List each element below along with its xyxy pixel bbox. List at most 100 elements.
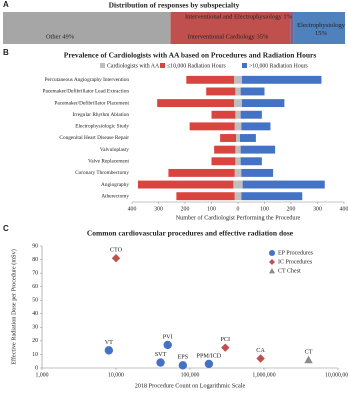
bar <box>176 192 235 201</box>
bar <box>168 168 235 177</box>
y-tick-label: 0 <box>35 365 38 371</box>
panel-label: C <box>3 224 9 233</box>
segment-label: Other 49% <box>46 33 75 40</box>
x-tick-label: 100 <box>207 206 216 212</box>
y-tick-label: 50 <box>32 298 38 304</box>
bar-segment <box>293 12 345 44</box>
bar <box>235 145 241 154</box>
y-axis-title: Effective Radiation Dose per Procedure (… <box>10 249 17 365</box>
bar <box>234 99 242 108</box>
bar <box>241 75 322 84</box>
point <box>156 358 165 367</box>
bar <box>220 134 237 142</box>
point <box>256 354 265 363</box>
legend-label: CT Chest <box>278 268 301 274</box>
segment-label: Interventional and Electrophysiology 1% <box>185 13 293 20</box>
category-label: Irregular Rhythm Ablation <box>73 112 130 118</box>
category-label: Coronary Thrombectomy <box>75 170 129 176</box>
point-label: PVI <box>163 333 173 340</box>
point-label: CA <box>256 347 265 354</box>
chart-title: Prevalence of Cardiologists with AA base… <box>64 51 317 60</box>
x-tick-label: 400 <box>340 206 348 212</box>
x-axis-title: Number of Cardiologist Performing the Pr… <box>176 214 301 221</box>
bar-segment <box>170 12 291 44</box>
bar <box>211 157 236 166</box>
category-label: Valve Replacement <box>88 158 130 164</box>
y-tick-label: 90 <box>32 243 38 249</box>
chart-title: Distribution of responses by subspecialt… <box>109 1 240 10</box>
y-tick-label: 70 <box>32 270 38 276</box>
category-label: Angiography <box>101 182 129 188</box>
bar <box>234 122 242 131</box>
bar <box>186 75 235 84</box>
segment-label: Interventional Cardiology 35% <box>188 33 269 40</box>
x-tick-label: 300 <box>313 206 322 212</box>
point <box>221 343 230 352</box>
legend-swatch <box>100 63 105 68</box>
bar <box>214 145 236 154</box>
point-label: EPS <box>177 354 188 361</box>
x-tick-label: 1,000,000 <box>252 372 275 378</box>
bar <box>236 134 240 142</box>
y-tick-label: 10 <box>32 352 38 358</box>
bar <box>235 87 241 96</box>
x-tick-label: 10,000 <box>108 372 124 378</box>
legend-swatch <box>242 63 247 68</box>
x-tick-label: 200 <box>287 206 296 212</box>
bar <box>234 75 242 84</box>
point-label: SVT <box>155 351 167 358</box>
x-axis-title: 2018 Procedure Count on Logarithmic Scal… <box>135 382 246 389</box>
bar <box>239 134 256 142</box>
segment-label: Electrophysiology 15% <box>297 22 345 37</box>
y-tick-label: 40 <box>32 311 38 317</box>
x-tick-label: 400 <box>128 206 137 212</box>
point <box>204 359 214 369</box>
point <box>304 355 313 364</box>
x-tick-label: 100,000 <box>181 372 200 378</box>
x-tick-label: 0 <box>237 206 240 212</box>
bar <box>189 122 235 131</box>
point-label: VT <box>105 339 113 346</box>
panel-label: B <box>3 48 9 57</box>
point <box>163 340 172 350</box>
x-tick-label: 300 <box>154 206 163 212</box>
bar <box>157 99 235 108</box>
category-label: Percutaneous Angiography Intervention <box>45 77 130 83</box>
point <box>178 361 188 370</box>
category-label: Electrophysiologic Study <box>75 124 129 130</box>
category-label: Pacemaker/Defibrillator Placement <box>54 99 129 106</box>
x-tick-label: 10,000,000 <box>325 372 348 378</box>
point <box>111 254 121 263</box>
category-label: Congenital Heart Disease Repair <box>59 135 129 141</box>
bar <box>211 110 236 119</box>
bar <box>241 168 274 177</box>
bar <box>206 87 236 96</box>
bar <box>240 87 265 96</box>
point-label: PPM/ICD <box>197 352 222 359</box>
bar <box>241 99 285 108</box>
chart-title: Common cardiovascular procedures and eff… <box>87 229 294 238</box>
bar <box>240 157 262 166</box>
y-tick-label: 30 <box>32 325 38 331</box>
bar <box>241 122 271 131</box>
bar <box>235 110 241 119</box>
legend-marker <box>269 259 275 265</box>
point <box>104 346 114 355</box>
bar <box>234 168 242 177</box>
bar-segment <box>290 12 294 44</box>
point-label: PCI <box>220 336 230 343</box>
category-label: Pacemaker/Defibrillator Lead Extraction <box>43 88 130 95</box>
y-tick-label: 20 <box>32 338 38 344</box>
bar <box>234 192 242 201</box>
bar <box>241 192 303 201</box>
x-tick-label: 100 <box>260 206 269 212</box>
bar <box>235 157 241 166</box>
bar <box>240 110 262 119</box>
x-tick-label: 1,000 <box>35 372 48 378</box>
bar <box>137 180 234 189</box>
legend-label: IC Procedures <box>278 259 313 265</box>
legend-label: ≤10,000 Radiation Hours <box>167 63 226 69</box>
legend-label: EP Procedures <box>278 250 314 256</box>
y-tick-label: 80 <box>32 257 38 263</box>
panel-label: A <box>3 0 9 9</box>
